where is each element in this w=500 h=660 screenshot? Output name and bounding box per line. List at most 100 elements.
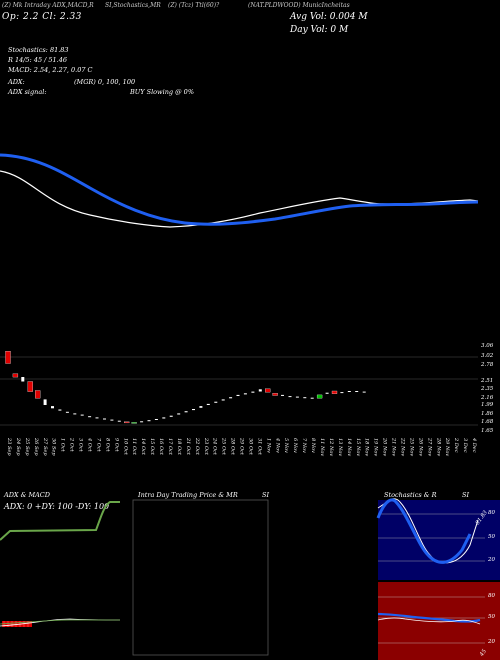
candle <box>162 417 166 419</box>
main-chart <box>0 153 479 426</box>
adx-values: ADX: 0 +DY: 100 -DY: 100 <box>4 502 110 511</box>
header-source-3: (Z) (Tcz) Ttl(60)? <box>168 2 220 9</box>
date-axis-label: 6 Nov <box>292 438 299 453</box>
stochastics-blue-line <box>376 498 472 564</box>
candle <box>80 414 84 416</box>
candle <box>177 413 181 415</box>
date-axis-label: 1 Oct <box>59 438 66 452</box>
intraday-panel-title-2: SI <box>262 491 270 499</box>
date-axis-label: 2 Oct <box>68 438 75 452</box>
price-axis-label: 1.99 <box>481 402 494 408</box>
candle <box>110 419 114 421</box>
header-source-1: (Z) Mk Intraday ADX,MACD,R <box>2 2 94 9</box>
date-axis-label: 15 Oct <box>149 438 156 455</box>
date-axis-label: 29 Oct <box>238 438 245 455</box>
adx-panel: ADX: 0 +DY: 100 -DY: 100 <box>0 500 120 580</box>
candle <box>258 389 262 392</box>
candle <box>58 409 62 411</box>
date-axis-label: 8 Nov <box>310 438 317 453</box>
date-axis-label: 25 Sep <box>23 438 30 456</box>
date-axis-label: 28 Nov <box>435 438 442 457</box>
date-axis-label: 26 Sep <box>32 438 39 456</box>
intraday-panel <box>132 499 269 656</box>
price-axis-label: 3.06 <box>481 343 494 349</box>
date-axis-label: 25 Oct <box>220 438 227 455</box>
candle <box>21 377 25 382</box>
candle <box>288 396 292 398</box>
candle <box>12 373 19 378</box>
stoch-level-80: 80 <box>488 510 495 516</box>
stochastics-white-line <box>377 498 479 564</box>
candle <box>243 393 247 395</box>
date-axis-label: 21 Oct <box>184 438 191 455</box>
mgr-value: (MGR) 0, 100, 100 <box>74 78 136 86</box>
macd-line <box>0 618 121 627</box>
date-axis-label: 17 Oct <box>166 438 173 455</box>
candlestick-group <box>5 351 366 424</box>
rsi-blue-line <box>377 612 481 623</box>
candle <box>221 399 225 401</box>
rsi-current-value: 45 <box>479 648 488 658</box>
candle <box>281 394 284 396</box>
date-axis-label: 1 Nov <box>265 438 272 453</box>
date-axis-label: 18 Oct <box>175 438 182 455</box>
candle <box>65 411 69 413</box>
candle <box>169 415 173 417</box>
date-axis-label: 7 Nov <box>301 438 308 453</box>
candle <box>199 406 203 408</box>
stochastics-panel-title-2: SI <box>462 491 470 499</box>
date-axis-label: 11 Oct <box>131 438 138 455</box>
date-axis-label: 21 Nov <box>390 438 397 457</box>
macd-histogram <box>2 621 32 627</box>
candle <box>316 394 323 399</box>
price-gridlines <box>0 356 478 426</box>
ma-blue-line <box>0 153 479 226</box>
candle <box>355 391 359 392</box>
candle <box>154 419 158 420</box>
date-axis-label: 22 Nov <box>399 438 406 457</box>
date-axis-label: 19 Nov <box>372 438 379 457</box>
date-axis-label: 20 Nov <box>381 438 388 457</box>
date-axis-label: 5 Nov <box>283 438 290 453</box>
date-axis-label: 22 Oct <box>193 438 200 455</box>
date-axis-label: 25 Nov <box>408 438 415 457</box>
candle <box>265 388 271 393</box>
date-axis-label: 4 Nov <box>274 438 281 453</box>
candle <box>192 409 195 411</box>
candle <box>5 351 11 364</box>
candle <box>362 391 366 393</box>
candle <box>43 399 47 405</box>
candle <box>103 418 106 420</box>
stoch-current-value: 81.83 <box>474 509 489 527</box>
date-axis-label: 24 Sep <box>14 438 21 456</box>
candle <box>310 397 314 399</box>
candle <box>140 421 144 423</box>
candle <box>51 406 54 409</box>
rsi-level-50: 50 <box>488 614 495 620</box>
date-axis-label: 12 Nov <box>327 438 334 457</box>
price-axis-label: 1.65 <box>481 428 494 434</box>
rsi-levels <box>378 596 485 644</box>
date-axis-label: 24 Oct <box>211 438 218 455</box>
date-axis-label: 28 Oct <box>229 438 236 455</box>
date-axis-label: 3 Oct <box>77 438 84 452</box>
header-source-2: SI,Stochastics,MR <box>105 2 161 9</box>
date-axis-label: 27 Sep <box>41 438 48 456</box>
date-axis-label: 2 Dec <box>453 438 460 453</box>
open-close: Op: 2.2 Cl: 2.33 <box>2 12 82 22</box>
price-axis-label: 2.78 <box>481 362 494 368</box>
date-axis-label: 14 Nov <box>345 438 352 457</box>
date-axis-label: 18 Nov <box>363 438 370 457</box>
date-axis-label: 29 Nov <box>444 438 451 457</box>
candle <box>272 393 278 396</box>
date-axis-label: 7 Oct <box>95 438 102 452</box>
date-axis-label: 8 Oct <box>104 438 111 452</box>
candle <box>124 421 130 424</box>
macd-panel <box>0 612 120 660</box>
price-axis-label: 3.02 <box>481 353 494 359</box>
rsi-white-line <box>377 617 481 625</box>
date-axis-label: 10 Oct <box>122 438 129 455</box>
candle <box>229 397 233 399</box>
candle <box>73 413 77 415</box>
date-axis-label: 9 Oct <box>113 438 120 452</box>
